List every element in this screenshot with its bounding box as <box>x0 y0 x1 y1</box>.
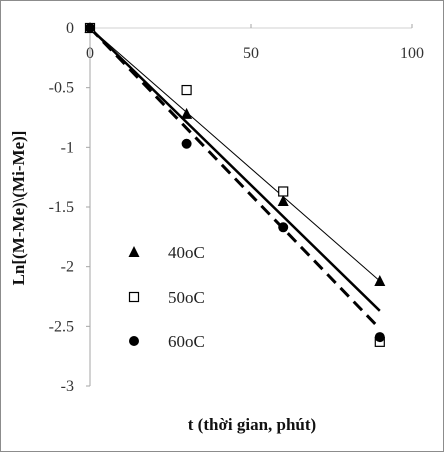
legend-label: 50oC <box>168 288 205 307</box>
legend-marker-square-open <box>128 291 140 303</box>
trendline-thin <box>89 27 381 282</box>
tick-labels: 0 50 100 0 -0.5 -1 -1.5 -2 -2.5 -3 <box>49 20 424 395</box>
trendline-solid <box>89 27 381 312</box>
data-point-circle <box>85 23 95 33</box>
y-tick-label: -1 <box>61 139 74 156</box>
x-tick-label: 100 <box>400 45 424 62</box>
y-tick-label: -2 <box>61 259 74 276</box>
y-tick-label: -2.5 <box>49 318 74 335</box>
y-axis-title: Ln[(M-Me)\(Mi-Me)] <box>9 131 28 286</box>
data-point-circle <box>278 222 289 233</box>
data-point-triangle <box>277 195 289 207</box>
y-tick-label: 0 <box>66 20 74 37</box>
data-point-triangle <box>181 107 193 119</box>
trendlines <box>88 26 381 330</box>
data-point-square-open <box>278 186 289 197</box>
x-axis-title: t (thời gian, phút) <box>188 415 316 434</box>
x-tick-label: 0 <box>86 45 94 62</box>
legend: 40oC 50oC 60oC <box>128 243 205 351</box>
x-tick-label: 50 <box>243 45 259 62</box>
y-tick-label: -3 <box>61 378 74 395</box>
axes <box>86 24 413 387</box>
legend-marker-circle <box>129 336 139 346</box>
trendline-dashed <box>88 26 381 330</box>
y-tick-label: -1.5 <box>49 199 74 216</box>
legend-label: 60oC <box>168 332 205 351</box>
data-point-triangle <box>374 274 386 286</box>
legend-marker-triangle <box>128 246 140 257</box>
data-points <box>84 22 386 347</box>
data-point-circle <box>374 332 385 343</box>
legend-label: 40oC <box>168 243 205 262</box>
data-point-circle <box>181 138 192 149</box>
data-point-square-open <box>181 84 192 96</box>
y-tick-label: -0.5 <box>49 80 74 97</box>
